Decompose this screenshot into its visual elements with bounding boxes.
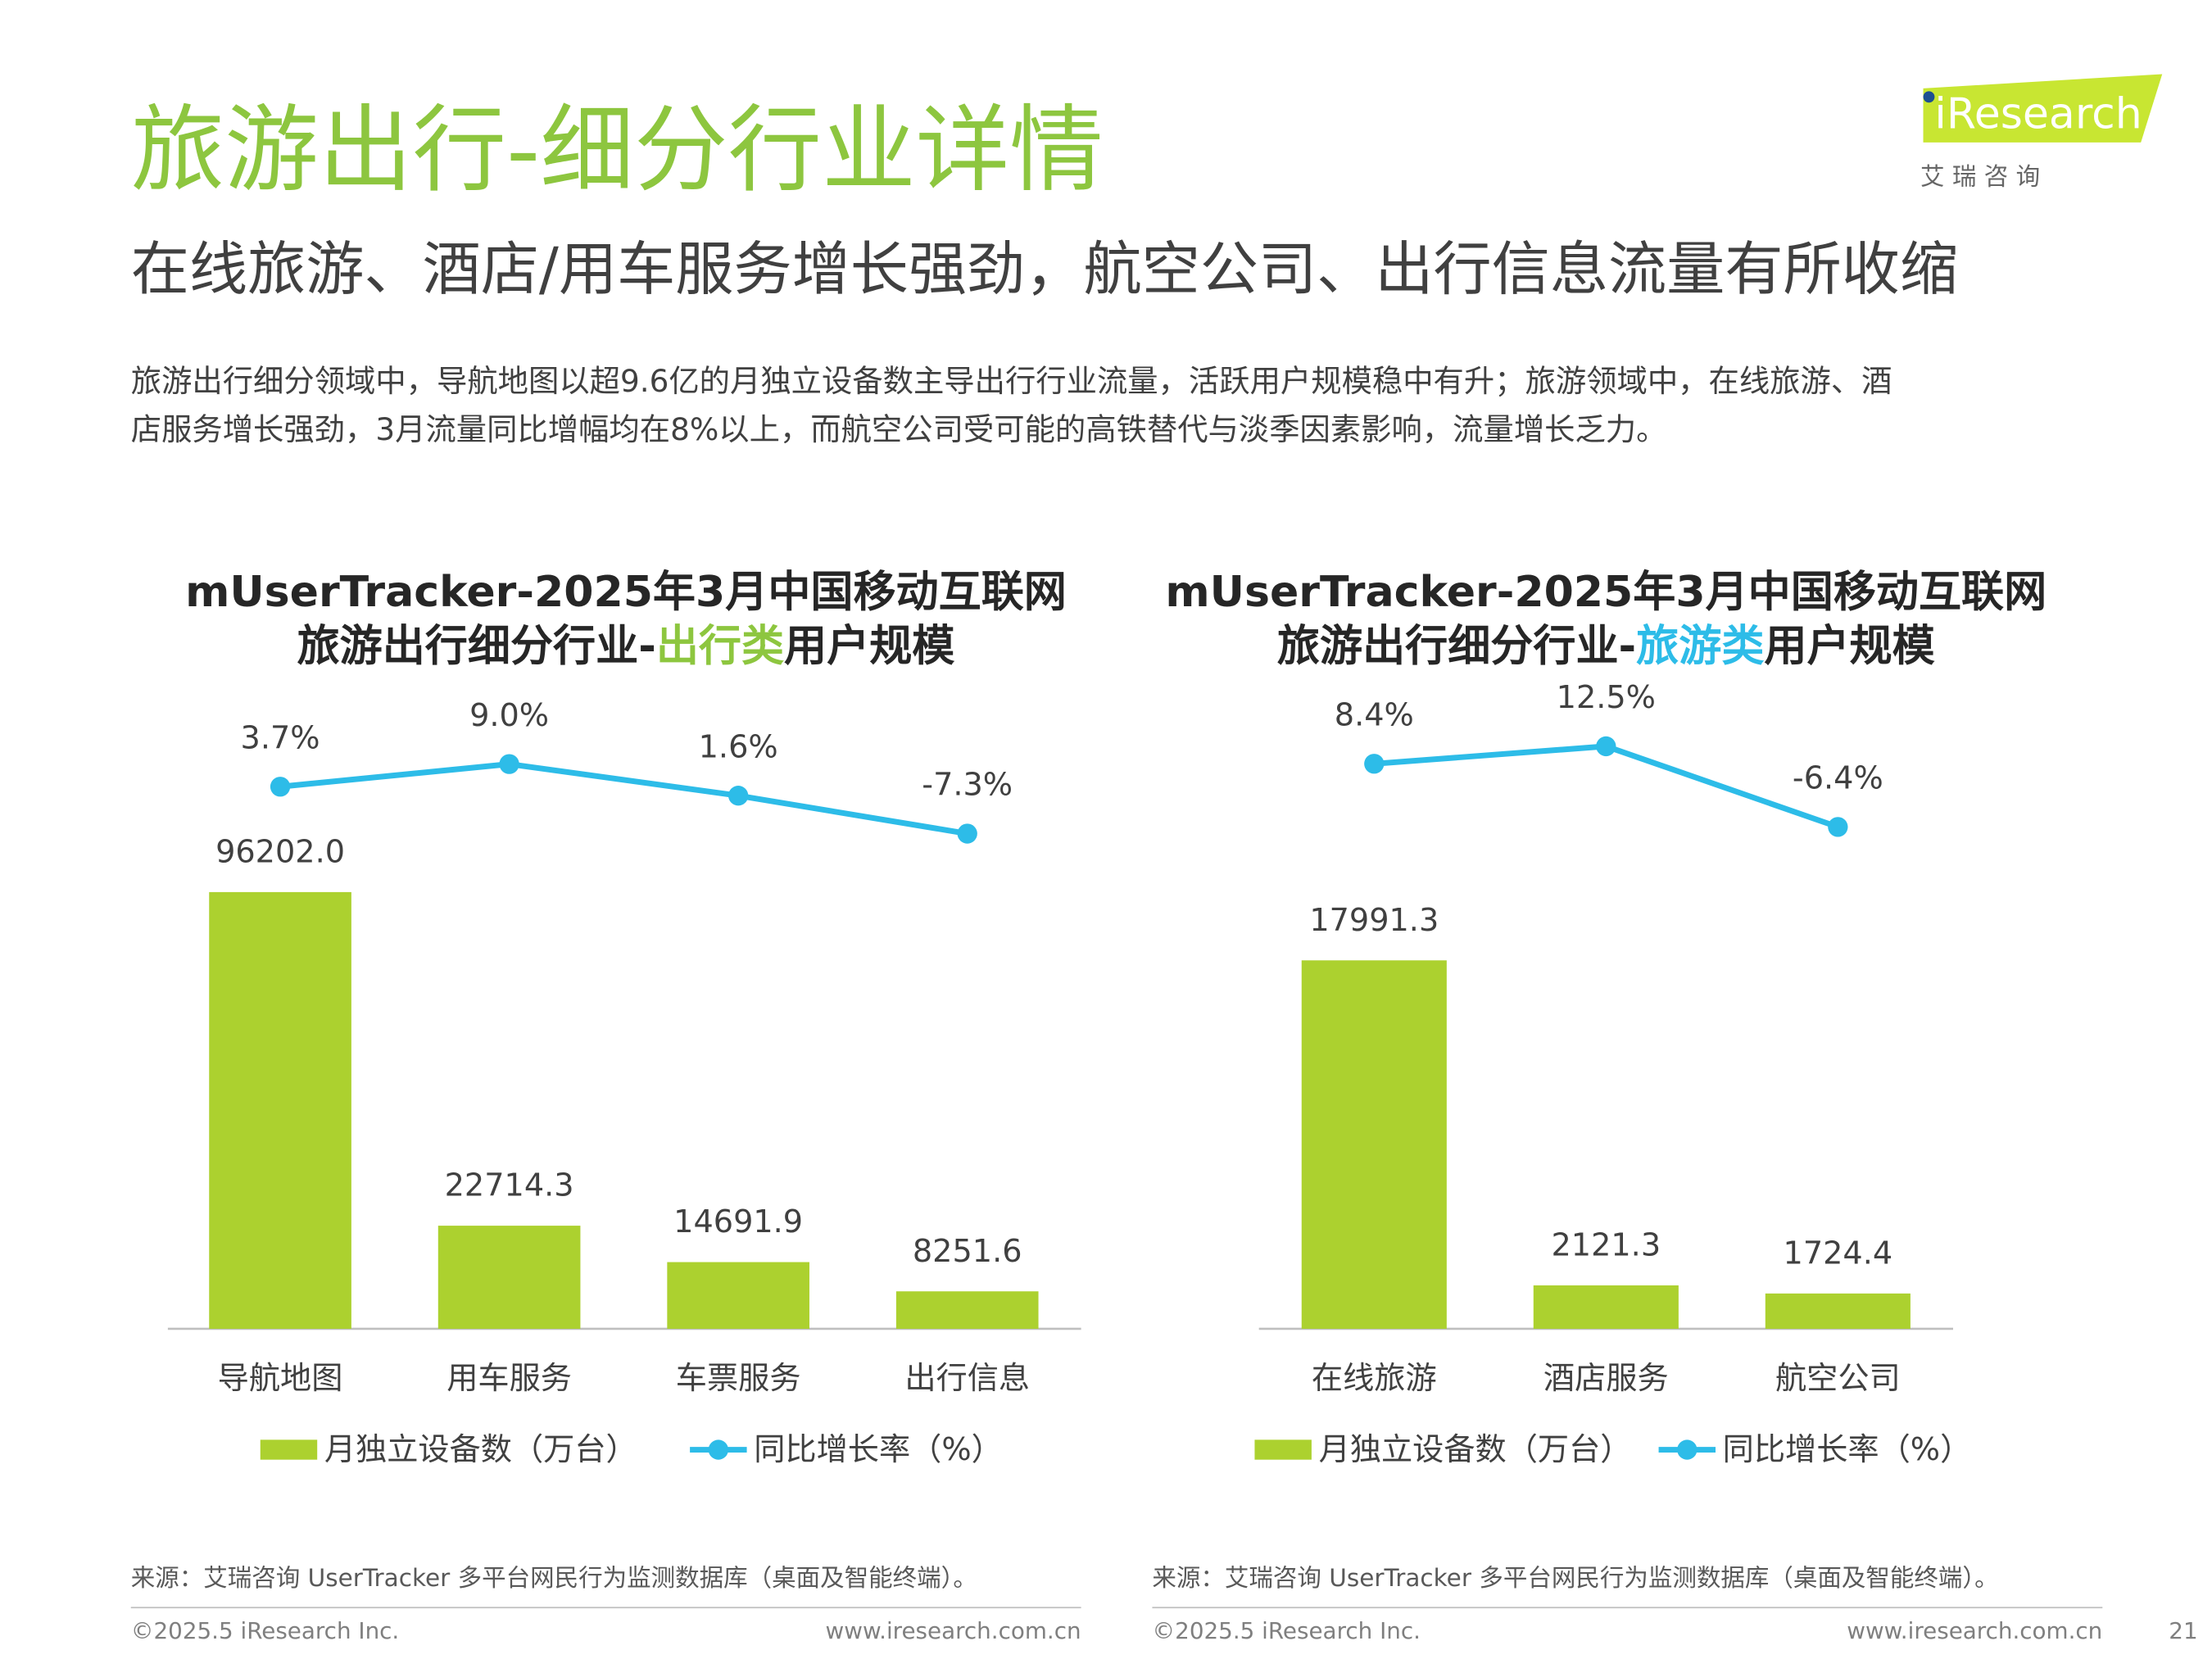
logo-dot <box>1923 91 1935 103</box>
line <box>1374 743 1839 830</box>
chart-title: mUserTracker-2025年3月中国移动互联网 <box>1165 568 2047 617</box>
copyright: ©2025.5 iResearch Inc. <box>1152 1617 1421 1644</box>
legend-label: 月独立设备数（万台） <box>324 1432 637 1468</box>
description-line: 旅游出行细分领域中，导航地图以超9.6亿的月独立设备数主导出行行业流量，活跃用户… <box>131 363 1892 399</box>
value-label: 3.7% <box>241 720 320 756</box>
line-point <box>1828 817 1848 837</box>
value-label: 14691.9 <box>673 1204 803 1240</box>
bar <box>437 1226 581 1329</box>
legend-label: 同比增长率（%） <box>754 1432 1003 1468</box>
line-point <box>499 754 519 774</box>
page-title: 旅游出行-细分行业详情 <box>131 96 1104 205</box>
chart-title: mUserTracker-2025年3月中国移动互联网 <box>185 568 1067 617</box>
legend-swatch <box>260 1439 318 1460</box>
legend-swatch <box>1254 1439 1312 1460</box>
line-point <box>728 786 749 806</box>
logo-tagline: 艾 瑞 咨 询 <box>1920 163 2040 191</box>
chart-subtitle-part: 用户规模 <box>1764 622 1934 671</box>
page-number: 21 <box>2169 1617 2197 1644</box>
logo-shape <box>1923 74 2163 143</box>
value-label: 22714.3 <box>445 1168 574 1204</box>
chart-subtitle-part: 旅游出行细分行业- <box>1277 622 1636 671</box>
x-tick-label: 用车服务 <box>446 1361 572 1397</box>
source: 来源：艾瑞咨询 UserTracker 多平台网民行为监测数据库（桌面及智能终端… <box>1152 1564 1998 1592</box>
website: www.iresearch.com.cn <box>826 1617 1081 1644</box>
line-point <box>957 823 977 844</box>
legend-swatch <box>708 1439 729 1460</box>
chart-subtitle: 旅游出行细分行业-旅游类用户规模 <box>1277 622 1935 671</box>
line-point <box>270 777 291 797</box>
value-label: 1.6% <box>699 729 778 765</box>
x-tick-label: 出行信息 <box>904 1361 1030 1397</box>
x-tick-label: 酒店服务 <box>1543 1361 1669 1397</box>
chart-subtitle-part: 旅游出行细分行业- <box>297 622 656 671</box>
value-label: 96202.0 <box>215 835 345 871</box>
description-line: 店服务增长强劲，3月流量同比增幅均在8%以上，而航空公司受可能的高铁替代与淡季因… <box>131 411 1667 447</box>
chart-subtitle-part: 旅游类 <box>1636 622 1764 671</box>
bar <box>1301 960 1447 1329</box>
value-label: 1724.4 <box>1784 1235 1893 1271</box>
value-label: 2121.3 <box>1552 1228 1661 1264</box>
legend-label: 月独立设备数（万台） <box>1319 1432 1632 1468</box>
x-tick-label: 在线旅游 <box>1312 1361 1437 1397</box>
bar <box>1765 1293 1911 1329</box>
bar <box>1533 1285 1679 1329</box>
copyright: ©2025.5 iResearch Inc. <box>131 1617 400 1644</box>
line-point <box>1364 754 1385 774</box>
line <box>279 761 968 836</box>
website: www.iresearch.com.cn <box>1847 1617 2102 1644</box>
x-tick-label: 车票服务 <box>676 1361 801 1397</box>
bar <box>209 891 351 1329</box>
bar <box>895 1291 1039 1329</box>
chart-subtitle-part: 出行类 <box>656 622 784 671</box>
chart-subtitle-part: 用户规模 <box>784 622 954 671</box>
value-label: 9.0% <box>469 698 549 734</box>
chart-subtitle: 旅游出行细分行业-出行类用户规模 <box>297 622 955 671</box>
x-tick-label: 航空公司 <box>1775 1361 1901 1397</box>
value-label: -6.4% <box>1793 761 1883 797</box>
legend-swatch <box>1677 1439 1698 1460</box>
page-subtitle: 在线旅游、酒店/用车服务增长强劲，航空公司、出行信息流量有所收缩 <box>131 235 1958 303</box>
value-label: 12.5% <box>1557 680 1656 716</box>
value-label: -7.3% <box>922 768 1013 804</box>
legend-label: 同比增长率（%） <box>1723 1432 1972 1468</box>
value-label: 17991.3 <box>1309 903 1439 939</box>
value-label: 8251.6 <box>913 1234 1022 1270</box>
x-tick-label: 导航地图 <box>218 1361 343 1397</box>
source: 来源：艾瑞咨询 UserTracker 多平台网民行为监测数据库（桌面及智能终端… <box>131 1564 977 1592</box>
line-point <box>1596 736 1616 757</box>
value-label: 8.4% <box>1335 697 1414 733</box>
logo-brand: iResearch <box>1934 90 2142 139</box>
bar <box>667 1262 809 1329</box>
